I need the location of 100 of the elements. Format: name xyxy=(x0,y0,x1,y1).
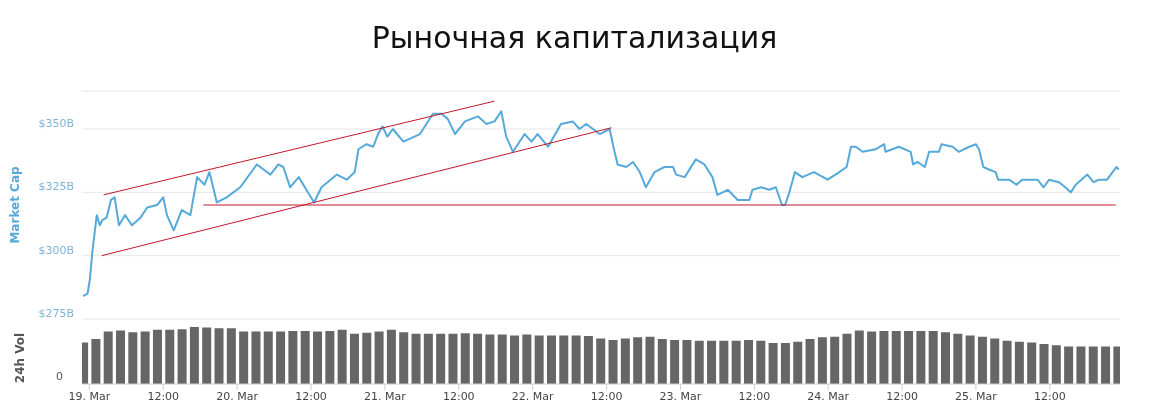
bar xyxy=(965,335,975,384)
bar xyxy=(805,338,815,384)
bar xyxy=(694,340,704,384)
bar xyxy=(128,332,138,384)
bar xyxy=(928,330,938,384)
bar xyxy=(1076,346,1086,384)
bar xyxy=(263,331,273,384)
x-tick-label: 12:00 xyxy=(442,389,475,403)
bar xyxy=(152,329,162,384)
x-tick-label: 21. Mar xyxy=(364,389,407,403)
x-tick-label: 12:00 xyxy=(590,389,623,403)
bar xyxy=(707,340,717,384)
bar xyxy=(608,340,618,384)
bar xyxy=(842,333,852,384)
bar xyxy=(768,342,778,384)
bar xyxy=(1039,344,1049,384)
bar xyxy=(399,332,409,384)
bar xyxy=(657,338,667,384)
bar xyxy=(522,334,532,384)
bar xyxy=(349,333,359,384)
bar xyxy=(953,333,963,384)
bar xyxy=(214,328,224,384)
bar xyxy=(411,333,421,384)
bar xyxy=(891,330,901,384)
bar xyxy=(867,331,877,384)
bar xyxy=(288,330,298,384)
bar xyxy=(1088,346,1098,384)
bar xyxy=(300,330,310,384)
x-tick-label: 12:00 xyxy=(1033,389,1066,403)
bar xyxy=(362,332,372,384)
bar xyxy=(386,329,396,384)
bar xyxy=(670,340,680,384)
x-tick-label: 12:00 xyxy=(295,389,327,403)
bar xyxy=(596,338,606,384)
bar xyxy=(941,332,950,384)
x-tick-label: 19. Mar xyxy=(68,389,111,403)
bar xyxy=(633,337,643,384)
x-tick-label: 20. Mar xyxy=(216,389,259,403)
bar xyxy=(337,329,347,384)
bar xyxy=(990,338,1000,384)
bar xyxy=(645,336,655,384)
bar xyxy=(793,341,803,384)
bar xyxy=(165,329,175,384)
bar xyxy=(1064,346,1074,384)
bar xyxy=(374,331,384,384)
bar xyxy=(559,335,569,384)
bar xyxy=(719,340,729,384)
bar xyxy=(510,335,520,384)
x-tick-label: 24. Mar xyxy=(807,389,850,403)
text: 0 xyxy=(56,370,63,383)
bar xyxy=(879,330,889,384)
bar xyxy=(140,331,150,384)
bar xyxy=(756,340,766,384)
bar xyxy=(202,327,212,384)
bar xyxy=(239,331,249,384)
x-tick-label: 12:00 xyxy=(886,389,918,403)
bar xyxy=(817,337,827,384)
bar xyxy=(830,336,840,384)
bar xyxy=(276,331,286,384)
bar xyxy=(534,335,544,384)
y-axis-title: 24h Vol xyxy=(13,332,28,384)
y-tick-label: $325B xyxy=(38,180,74,194)
bar xyxy=(743,340,753,384)
bar xyxy=(460,333,470,384)
bar xyxy=(1027,342,1037,384)
y-tick-label: $275B xyxy=(38,306,74,320)
x-tick-label: 12:00 xyxy=(147,389,180,403)
bar xyxy=(473,333,483,384)
bar xyxy=(546,335,556,384)
bar xyxy=(682,340,692,384)
x-tick-label: 22. Mar xyxy=(511,389,555,403)
bar xyxy=(1002,340,1012,384)
bar xyxy=(325,330,335,384)
bar xyxy=(977,336,987,384)
bar xyxy=(448,333,458,384)
bar xyxy=(485,334,495,384)
bar xyxy=(904,330,914,384)
x-tick-label: 23. Mar xyxy=(659,389,702,403)
chart-title: Рыночная капитализация xyxy=(370,20,779,55)
bar xyxy=(1051,345,1061,384)
bar xyxy=(583,336,593,384)
bar xyxy=(497,334,507,384)
y-axis-title: Market Cap xyxy=(8,166,23,244)
bar xyxy=(1014,341,1024,384)
bar xyxy=(226,328,236,384)
bar xyxy=(313,331,323,384)
y-tick-label: $300B xyxy=(38,243,74,257)
bar xyxy=(916,330,926,384)
bar xyxy=(571,335,581,384)
bar xyxy=(731,340,741,384)
x-tick-label: 25. Mar xyxy=(955,389,998,403)
bar xyxy=(1101,346,1111,384)
y-tick-label: $350B xyxy=(38,116,74,130)
bar xyxy=(854,330,864,384)
bar xyxy=(91,338,101,384)
bar xyxy=(251,331,261,384)
bar xyxy=(423,333,433,384)
bar xyxy=(780,342,790,384)
bar xyxy=(620,338,630,384)
bar xyxy=(177,329,187,384)
